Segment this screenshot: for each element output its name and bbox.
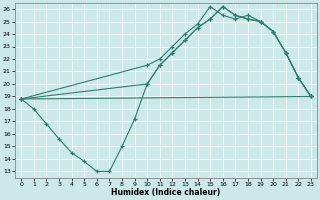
X-axis label: Humidex (Indice chaleur): Humidex (Indice chaleur)	[111, 188, 221, 197]
